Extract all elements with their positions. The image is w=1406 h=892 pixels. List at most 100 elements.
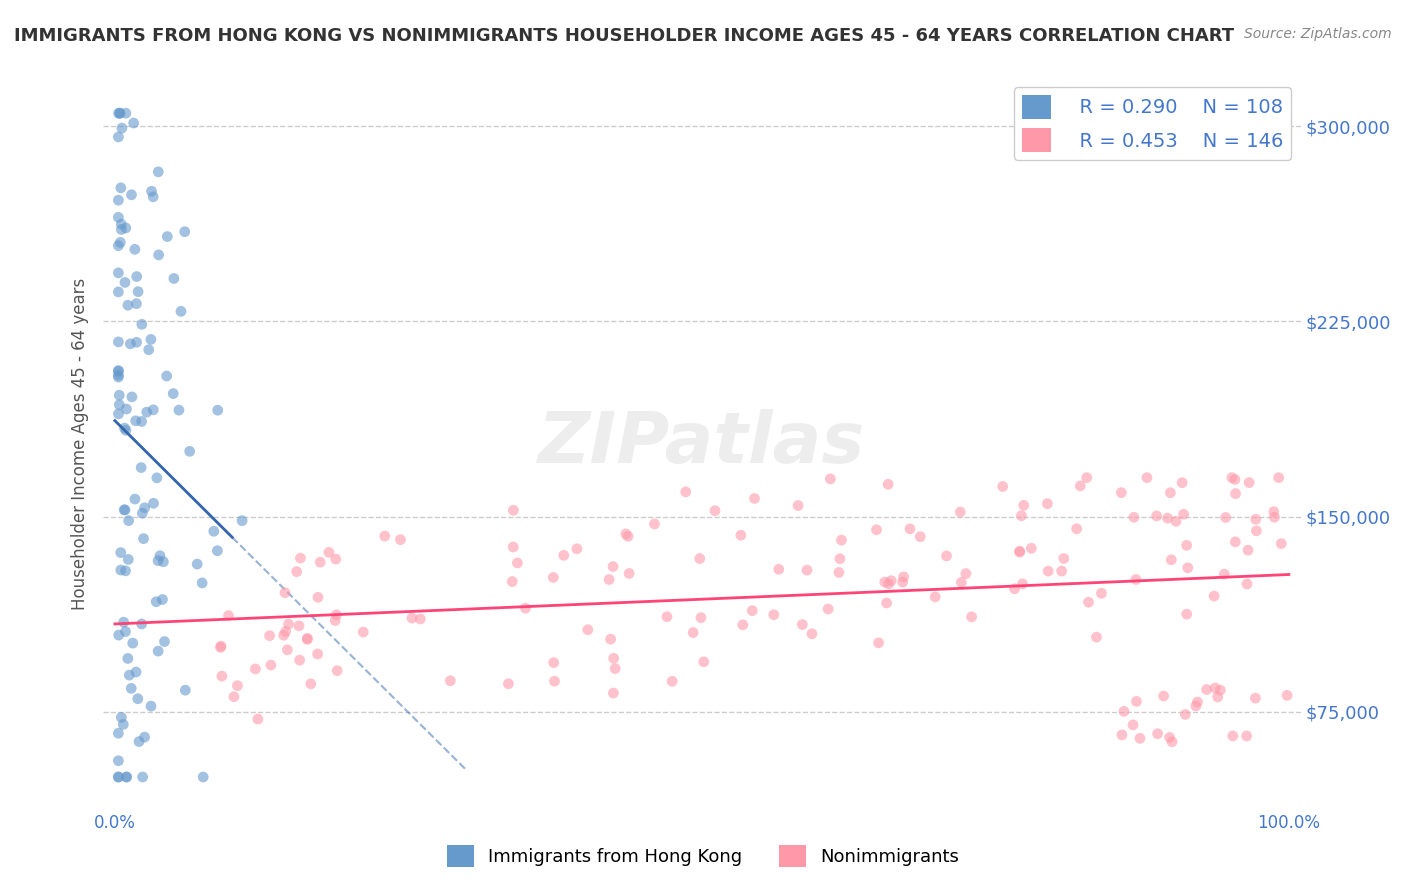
Point: [115, 770, 138, 784]
Point: [1223, 473, 1246, 487]
Point: [118, 668, 141, 682]
Point: [110, 181, 132, 195]
Point: [1195, 682, 1218, 697]
Point: [114, 564, 136, 578]
Point: [107, 285, 129, 299]
Point: [502, 540, 524, 554]
Point: [141, 184, 163, 198]
Point: [605, 662, 627, 676]
Point: [209, 640, 232, 655]
Point: [762, 607, 785, 622]
Point: [110, 217, 132, 231]
Point: [120, 681, 142, 696]
Point: [207, 543, 229, 558]
Point: [682, 625, 704, 640]
Point: [297, 632, 319, 646]
Point: [744, 491, 766, 506]
Point: [1173, 507, 1195, 521]
Legend: Immigrants from Hong Kong, Nonimmigrants: Immigrants from Hong Kong, Nonimmigrants: [440, 838, 966, 874]
Point: [389, 533, 412, 547]
Point: [288, 619, 311, 633]
Point: [114, 503, 136, 517]
Point: [110, 546, 132, 560]
Point: [110, 222, 132, 236]
Point: [1053, 551, 1076, 566]
Point: [107, 407, 129, 421]
Point: [146, 471, 169, 485]
Point: [643, 516, 665, 531]
Point: [893, 570, 915, 584]
Point: [122, 116, 145, 130]
Point: [107, 211, 129, 225]
Point: [1021, 541, 1043, 556]
Point: [991, 479, 1014, 493]
Point: [217, 608, 239, 623]
Point: [1209, 683, 1232, 698]
Point: [186, 557, 208, 571]
Point: [162, 386, 184, 401]
Point: [1237, 543, 1260, 558]
Point: [1275, 689, 1298, 703]
Point: [125, 665, 148, 679]
Point: [898, 522, 921, 536]
Point: [108, 388, 131, 402]
Point: [231, 514, 253, 528]
Point: [1066, 522, 1088, 536]
Point: [146, 554, 169, 568]
Point: [131, 770, 153, 784]
Point: [1160, 553, 1182, 567]
Point: [259, 629, 281, 643]
Point: [1156, 511, 1178, 525]
Point: [661, 674, 683, 689]
Point: [260, 658, 283, 673]
Point: [1270, 536, 1292, 550]
Point: [114, 624, 136, 639]
Point: [285, 565, 308, 579]
Point: [132, 532, 155, 546]
Point: [1171, 475, 1194, 490]
Point: [107, 754, 129, 768]
Point: [117, 651, 139, 665]
Point: [134, 730, 156, 744]
Point: [145, 595, 167, 609]
Point: [1146, 727, 1168, 741]
Point: [950, 575, 973, 590]
Point: [274, 624, 297, 639]
Point: [1112, 705, 1135, 719]
Point: [211, 669, 233, 683]
Point: [1004, 582, 1026, 596]
Point: [156, 229, 179, 244]
Point: [352, 625, 374, 640]
Point: [134, 500, 156, 515]
Point: [152, 555, 174, 569]
Point: [689, 551, 711, 566]
Point: [873, 575, 896, 590]
Point: [374, 529, 396, 543]
Point: [876, 596, 898, 610]
Point: [127, 691, 149, 706]
Point: [1011, 577, 1033, 591]
Point: [910, 530, 932, 544]
Point: [156, 369, 179, 384]
Point: [114, 221, 136, 235]
Point: [1175, 538, 1198, 552]
Point: [131, 617, 153, 632]
Point: [124, 491, 146, 506]
Point: [125, 269, 148, 284]
Point: [598, 573, 620, 587]
Point: [114, 276, 136, 290]
Point: [1125, 694, 1147, 708]
Point: [131, 318, 153, 332]
Point: [135, 405, 157, 419]
Point: [170, 304, 193, 318]
Point: [1036, 497, 1059, 511]
Point: [1244, 691, 1267, 706]
Point: [1263, 510, 1285, 524]
Point: [817, 602, 839, 616]
Point: [1111, 728, 1133, 742]
Point: [131, 414, 153, 428]
Point: [323, 614, 346, 628]
Point: [114, 421, 136, 435]
Point: [515, 601, 537, 615]
Point: [142, 402, 165, 417]
